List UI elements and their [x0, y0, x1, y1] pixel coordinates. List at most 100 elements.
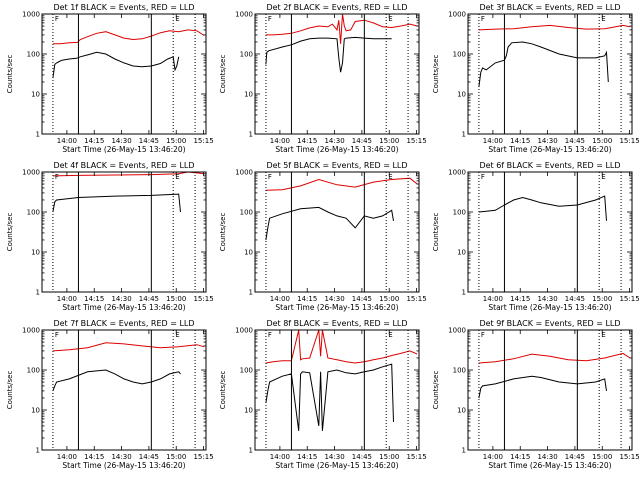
- plot-frame: [41, 13, 207, 135]
- x-tick-label: 15:15: [406, 137, 426, 145]
- x-tick-label: 14:30: [537, 137, 557, 145]
- plot-frame: [41, 171, 207, 293]
- x-tick-label: 14:45: [565, 453, 585, 461]
- series-line-events: [265, 363, 394, 431]
- y-tick-label: 100: [240, 209, 253, 217]
- panel-det-6: Det 6f BLACK = Events, RED = LLD F E 1 10 100…: [432, 161, 640, 312]
- x-tick-label: 15:15: [406, 295, 426, 303]
- x-tick-label: 14:00: [57, 295, 77, 303]
- y-tick-label: 1: [36, 447, 40, 455]
- x-tick-label: 14:30: [324, 295, 344, 303]
- x-axis-label: Start Time (26-May-15 13:46:20): [275, 461, 398, 470]
- series-line-events: [52, 193, 181, 213]
- x-tick-label: 14:15: [510, 295, 530, 303]
- marker-label-e: E: [388, 15, 392, 23]
- panel-det-2: Det 2f BLACK = Events, RED = LLD F E 1 10 100…: [219, 3, 427, 154]
- x-tick-label: 14:00: [57, 137, 77, 145]
- y-tick-label: 10: [244, 91, 253, 99]
- y-tick-label: 10: [31, 91, 40, 99]
- x-tick-label: 14:30: [111, 137, 131, 145]
- marker-label-f: F: [481, 331, 485, 339]
- marker-label-e: E: [388, 173, 392, 181]
- marker-label-e: E: [601, 15, 605, 23]
- y-tick-label: 10: [31, 407, 40, 415]
- marker-label-e: E: [175, 15, 179, 23]
- x-tick-label: 14:30: [537, 295, 557, 303]
- x-axis-label: Start Time (26-May-15 13:46:20): [275, 303, 398, 312]
- x-tick-label: 15:00: [166, 295, 186, 303]
- x-tick-label: 15:00: [379, 137, 399, 145]
- y-tick-label: 1000: [235, 169, 253, 177]
- marker-label-f: F: [481, 15, 485, 23]
- x-tick-label: 14:45: [139, 295, 159, 303]
- series-line-lld: [52, 342, 205, 352]
- x-tick-label: 14:45: [352, 137, 372, 145]
- panel-det-4: Det 4f BLACK = Events, RED = LLD F E 1 10 100…: [6, 161, 214, 312]
- x-axis-label: Start Time (26-May-15 13:46:20): [488, 145, 611, 154]
- x-tick-label: 14:15: [84, 295, 104, 303]
- y-axis-label: Counts/sec: [219, 55, 227, 94]
- x-tick-label: 14:15: [84, 137, 104, 145]
- panel-det-7: Det 7f BLACK = Events, RED = LLD F E 1 10 100…: [6, 319, 214, 470]
- x-tick-label: 15:15: [619, 295, 639, 303]
- y-tick-label: 1: [249, 131, 253, 139]
- x-tick-label: 14:45: [139, 453, 159, 461]
- x-axis-label: Start Time (26-May-15 13:46:20): [488, 303, 611, 312]
- y-tick-label: 100: [453, 51, 466, 59]
- series-line-lld: [52, 171, 205, 177]
- x-tick-label: 15:00: [166, 453, 186, 461]
- marker-label-e: E: [175, 331, 179, 339]
- x-tick-label: 14:45: [565, 137, 585, 145]
- x-tick-label: 14:00: [57, 453, 77, 461]
- y-tick-label: 100: [27, 209, 40, 217]
- series-line-events: [265, 206, 394, 241]
- y-tick-label: 100: [27, 367, 40, 375]
- x-tick-label: 15:00: [592, 295, 612, 303]
- y-tick-label: 10: [244, 249, 253, 257]
- y-axis-label: Counts/sec: [6, 371, 14, 410]
- plot-frame: [254, 171, 420, 293]
- panel-det-9: Det 9f BLACK = Events, RED = LLD F E 1 10 100…: [432, 319, 640, 470]
- y-tick-label: 1: [36, 131, 40, 139]
- x-tick-label: 15:00: [166, 137, 186, 145]
- panel-title: Det 6f BLACK = Events, RED = LLD: [479, 161, 620, 170]
- series-line-events: [52, 369, 181, 392]
- series-line-lld: [52, 29, 205, 45]
- panel-title: Det 5f BLACK = Events, RED = LLD: [266, 161, 407, 170]
- x-tick-label: 14:00: [270, 137, 290, 145]
- y-tick-label: 1000: [22, 327, 40, 335]
- y-tick-label: 100: [453, 367, 466, 375]
- x-axis-label: Start Time (26-May-15 13:46:20): [488, 461, 611, 470]
- y-tick-label: 100: [27, 51, 40, 59]
- panel-title: Det 3f BLACK = Events, RED = LLD: [479, 3, 620, 12]
- x-tick-label: 15:00: [379, 295, 399, 303]
- series-line-events: [478, 41, 609, 88]
- x-tick-label: 14:30: [324, 137, 344, 145]
- x-tick-label: 14:45: [139, 137, 159, 145]
- panel-det-3: Det 3f BLACK = Events, RED = LLD F E 1 10 100…: [432, 3, 640, 154]
- y-axis-label: Counts/sec: [219, 371, 227, 410]
- panel-det-8: Det 8f BLACK = Events, RED = LLD F E 1 10 100…: [219, 319, 427, 470]
- plot-frame: [41, 329, 207, 451]
- panel-title: Det 4f BLACK = Events, RED = LLD: [53, 161, 194, 170]
- y-tick-label: 1000: [448, 169, 466, 177]
- marker-label-e: E: [601, 173, 605, 181]
- y-tick-label: 10: [457, 407, 466, 415]
- y-axis-label: Counts/sec: [6, 213, 14, 252]
- x-tick-label: 15:15: [193, 137, 213, 145]
- x-tick-label: 15:00: [379, 453, 399, 461]
- x-tick-label: 14:15: [297, 295, 317, 303]
- y-tick-label: 1: [462, 289, 466, 297]
- x-tick-label: 14:15: [510, 137, 530, 145]
- x-tick-label: 14:00: [483, 137, 503, 145]
- x-tick-label: 14:00: [270, 295, 290, 303]
- marker-label-f: F: [55, 173, 59, 181]
- y-axis-label: Counts/sec: [432, 371, 440, 410]
- y-tick-label: 1000: [235, 11, 253, 19]
- plot-frame: [254, 13, 420, 135]
- x-tick-label: 14:30: [537, 453, 557, 461]
- x-tick-label: 14:00: [483, 453, 503, 461]
- y-tick-label: 1: [249, 289, 253, 297]
- y-tick-label: 1: [249, 447, 253, 455]
